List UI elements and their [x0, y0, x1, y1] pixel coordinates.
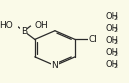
Text: 2: 2 — [114, 40, 118, 45]
Text: 2: 2 — [114, 16, 118, 21]
Text: B: B — [21, 27, 27, 36]
Text: HO: HO — [0, 21, 13, 30]
Text: N: N — [52, 61, 58, 70]
Text: OH: OH — [106, 60, 119, 69]
Text: OH: OH — [106, 12, 119, 21]
Text: 2: 2 — [114, 28, 118, 33]
Text: OH: OH — [34, 21, 48, 30]
Text: 2: 2 — [114, 64, 118, 69]
Text: OH: OH — [106, 48, 119, 57]
Text: OH: OH — [106, 36, 119, 45]
Text: Cl: Cl — [89, 35, 98, 44]
Text: OH: OH — [106, 24, 119, 33]
Text: 2: 2 — [114, 52, 118, 57]
